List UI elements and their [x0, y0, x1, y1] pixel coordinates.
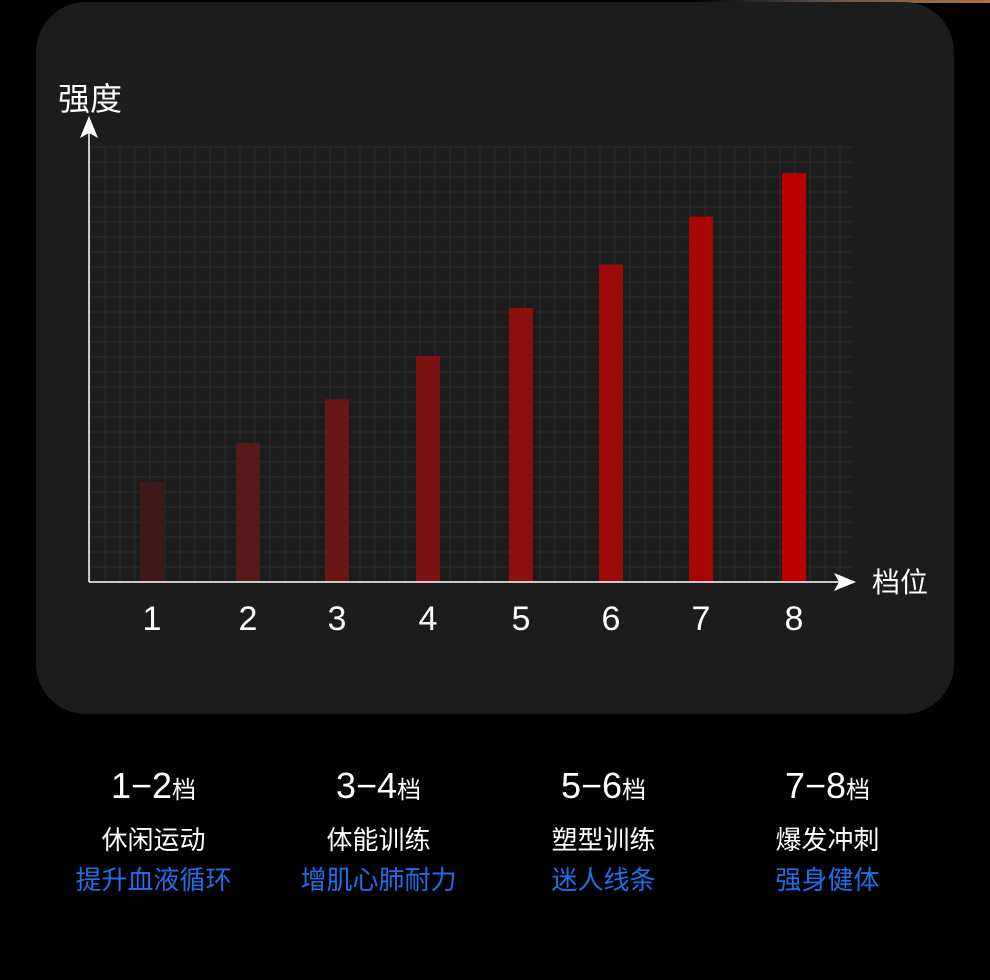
x-tick-labels: 1 2 3 4 5 6 7 8 — [143, 600, 804, 638]
level-unit: 档 — [397, 777, 422, 804]
bar-level-3 — [325, 399, 349, 582]
x-tick-label: 5 — [512, 600, 531, 638]
intensity-bar-chart: 强度 档位 1 2 3 4 5 6 7 8 — [58, 80, 928, 638]
level-group: 5−6档 塑型训练 迷人线条 — [491, 760, 716, 901]
x-tick-label: 1 — [143, 600, 162, 638]
x-tick-label: 2 — [239, 600, 258, 638]
bar-level-2 — [236, 442, 260, 582]
level-range: 1−2档 — [41, 760, 266, 817]
bar-level-5 — [509, 307, 533, 582]
level-unit: 档 — [622, 777, 647, 804]
level-name: 爆发冲刺 — [775, 826, 880, 856]
level-group: 3−4档 体能训练 增肌心肺耐力 — [266, 760, 491, 901]
bar-level-4 — [416, 355, 440, 582]
bar-level-7 — [689, 216, 713, 582]
level-name: 休闲运动 — [101, 826, 206, 856]
level-range-value: 7−8 — [784, 765, 847, 806]
grid — [89, 146, 852, 583]
y-axis-arrow-icon — [80, 116, 98, 138]
level-name: 塑型训练 — [551, 826, 656, 856]
level-unit: 档 — [172, 777, 197, 804]
x-tick-label: 3 — [328, 600, 347, 638]
level-range: 5−6档 — [491, 760, 716, 817]
level-name: 体能训练 — [326, 826, 431, 856]
y-axis-label: 强度 — [58, 80, 122, 118]
level-range: 3−4档 — [266, 760, 491, 817]
x-tick-label: 7 — [692, 600, 711, 638]
level-range-value: 3−4 — [335, 765, 398, 806]
level-benefit: 迷人线条 — [551, 866, 656, 896]
level-range-value: 1−2 — [110, 765, 173, 806]
level-benefit: 增肌心肺耐力 — [300, 866, 457, 896]
bar-level-6 — [599, 264, 623, 582]
level-group: 1−2档 休闲运动 提升血液循环 — [41, 760, 266, 901]
x-tick-label: 6 — [602, 600, 621, 638]
level-range-value: 5−6 — [560, 765, 623, 806]
level-range: 7−8档 — [715, 760, 940, 817]
level-benefit: 提升血液循环 — [75, 866, 232, 896]
x-tick-label: 8 — [785, 600, 804, 638]
bars — [140, 173, 806, 582]
level-benefit: 强身健体 — [775, 866, 880, 896]
level-group: 7−8档 爆发冲刺 强身健体 — [715, 760, 940, 901]
bar-level-8 — [782, 173, 806, 582]
bar-level-1 — [140, 481, 164, 582]
x-tick-label: 4 — [419, 600, 438, 638]
top-edge-decoration — [690, 0, 990, 3]
x-axis-label: 档位 — [872, 566, 928, 599]
x-axis-arrow-icon — [834, 573, 856, 591]
level-unit: 档 — [846, 777, 871, 804]
